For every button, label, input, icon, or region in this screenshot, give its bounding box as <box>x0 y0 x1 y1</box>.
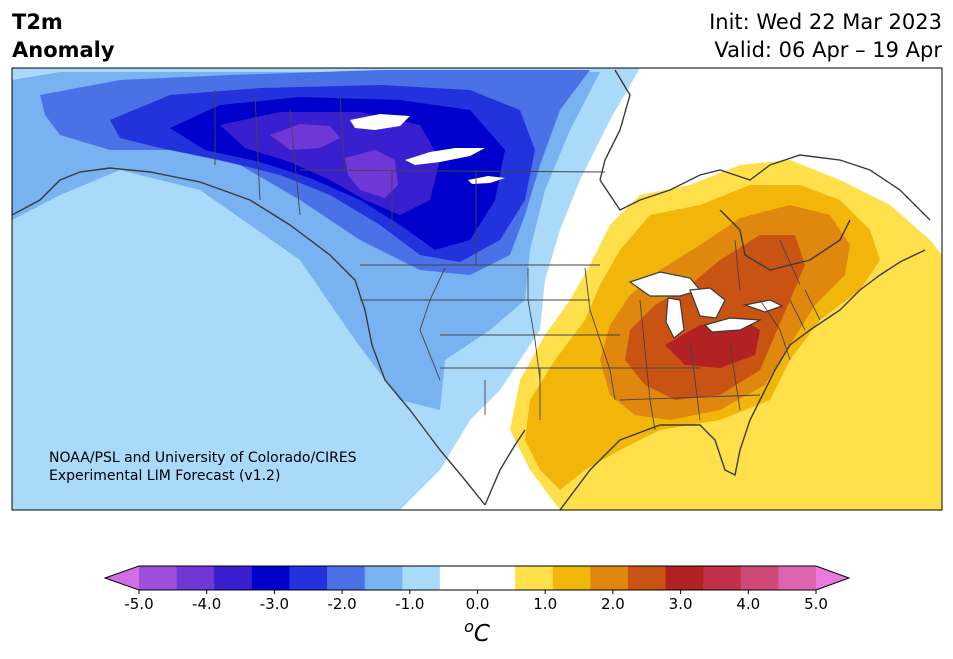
colorbar-segment <box>289 566 328 590</box>
colorbar-tick-label: -3.0 <box>260 595 289 613</box>
colorbar-segment <box>477 566 516 590</box>
colorbar-tick-label: 4.0 <box>736 595 760 613</box>
map-frame <box>11 67 943 511</box>
colorbar-segment <box>439 566 479 590</box>
colorbar-segment <box>552 566 591 590</box>
colorbar-segment <box>740 566 779 590</box>
colorbar-tick-label: 1.0 <box>533 595 557 613</box>
credit-line-1: NOAA/PSL and University of Colorado/CIRE… <box>49 450 357 466</box>
colorbar-extend-min <box>105 566 139 590</box>
political-borders <box>214 90 821 431</box>
colorbar-tick-label: 0.0 <box>466 595 490 613</box>
colorbar-segment <box>214 566 253 590</box>
colorbar-tick-label: -1.0 <box>395 595 424 613</box>
great-lakes <box>628 271 784 339</box>
colorbar-segment <box>176 566 215 590</box>
colorbar-segment <box>364 566 403 590</box>
colorbar-tick-label: -4.0 <box>192 595 221 613</box>
northern-lakes <box>350 114 505 184</box>
colorbar-segment <box>139 566 178 590</box>
colorbar-segments <box>103 565 851 591</box>
colorbar-segment <box>778 566 817 590</box>
colorbar-segment <box>327 566 366 590</box>
cold-level-7 <box>270 124 340 150</box>
colorbar-tick-label: 5.0 <box>804 595 828 613</box>
colorbar-segment <box>665 566 704 590</box>
colorbar-segment <box>251 566 291 590</box>
map-title-dates: Init: Wed 22 Mar 2023 Valid: 06 Apr – 19… <box>709 8 942 64</box>
credit-line-2: Experimental LIM Forecast (v1.2) <box>49 468 281 484</box>
init-date: Init: Wed 22 Mar 2023 <box>709 10 942 34</box>
colorbar-ticks: -5.0 -4.0 -3.0 -2.0 -1.0 0.0 1.0 2.0 3.0 4.0 5.0 <box>124 590 828 613</box>
colorbar-tick-label: 3.0 <box>669 595 693 613</box>
colorbar-segment <box>402 566 441 590</box>
colorbar-tick-label: 2.0 <box>601 595 625 613</box>
coastlines <box>12 69 931 510</box>
credit-text: NOAA/PSL and University of Colorado/CIRE… <box>49 449 357 485</box>
colorbar-unit: oC <box>464 617 490 647</box>
colorbar-tick-label: -2.0 <box>327 595 356 613</box>
map-title-variable: T2m Anomaly <box>12 10 115 62</box>
colorbar-extend-max <box>816 566 849 590</box>
map-panel <box>12 68 942 510</box>
valid-range: Valid: 06 Apr – 19 Apr <box>714 38 942 62</box>
colorbar-segment <box>627 566 667 590</box>
colorbar-segment <box>515 566 554 590</box>
colorbar-segment <box>703 566 742 590</box>
colorbar-segment <box>590 566 629 590</box>
cold-level-7b <box>345 150 398 198</box>
colorbar-tick-label: -5.0 <box>124 595 153 613</box>
